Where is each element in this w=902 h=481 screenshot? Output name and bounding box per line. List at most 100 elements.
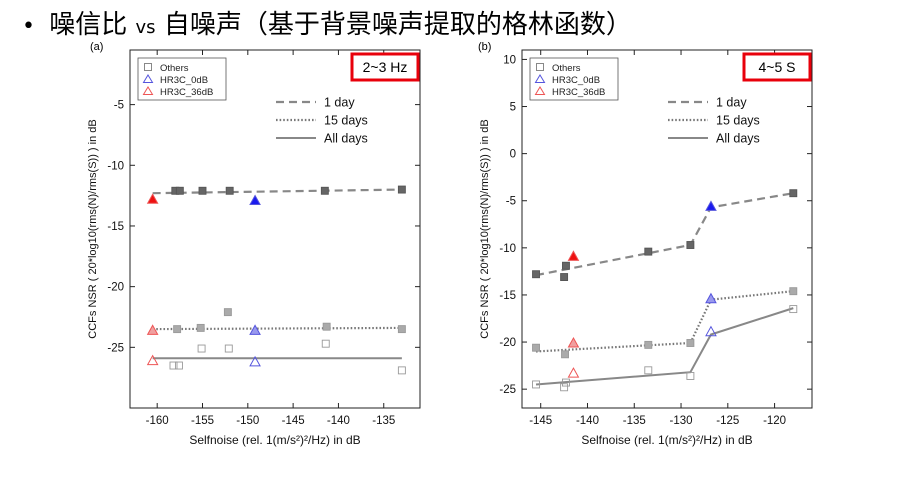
data-point-others bbox=[397, 325, 406, 334]
data-point-others bbox=[532, 380, 540, 389]
data-point-hr3c-0db bbox=[705, 292, 717, 304]
legend-marker-triangle bbox=[534, 74, 546, 83]
legend-line-label: 1 day bbox=[324, 96, 355, 110]
data-point-hr3c-0db bbox=[249, 194, 261, 205]
data-point-others bbox=[175, 186, 184, 195]
title-part2: vs bbox=[135, 17, 156, 38]
data-point-hr3c-36db bbox=[567, 367, 580, 378]
data-point-others bbox=[174, 361, 183, 370]
title-part1: 噪信比 bbox=[49, 10, 128, 40]
data-point-others bbox=[320, 186, 329, 195]
legend-marker-triangle bbox=[142, 74, 154, 83]
y-tick-label: -10 bbox=[107, 160, 124, 172]
marker-legend-box bbox=[137, 57, 227, 101]
data-point-hr3c-36db bbox=[146, 193, 159, 204]
legend-marker-label: HR3C_36dB bbox=[160, 87, 213, 98]
y-tick-label: -10 bbox=[499, 243, 516, 255]
data-point-others bbox=[644, 340, 653, 349]
legend-marker-label: HR3C_36dB bbox=[552, 87, 605, 98]
data-point-others bbox=[169, 361, 178, 370]
data-point-others bbox=[561, 350, 569, 359]
title-part3: 自噪声（基于背景噪声提取的格林函数） bbox=[163, 10, 632, 40]
data-point-others bbox=[789, 287, 798, 296]
fit-line-15-days bbox=[152, 326, 402, 331]
legend-line-label: All days bbox=[324, 132, 368, 146]
frequency-badge-label: 4~5 S bbox=[759, 59, 796, 75]
data-point-others bbox=[198, 186, 207, 195]
data-point-others bbox=[686, 241, 695, 249]
legend-marker-triangle bbox=[142, 86, 154, 95]
data-point-hr3c-0db bbox=[249, 355, 261, 367]
legend-marker-label: Others bbox=[552, 63, 581, 74]
legend-marker-label: HR3C_0dB bbox=[160, 75, 208, 86]
legend-marker-label: Others bbox=[160, 63, 189, 74]
data-point-others bbox=[223, 308, 232, 317]
chart-panel-1: (b) -145 -140 -135 -130 -125 -120 10 5 0 -5 -10 -15 -… bbox=[478, 41, 813, 447]
y-tick-label: 5 bbox=[510, 102, 516, 114]
x-tick-label: -155 bbox=[191, 415, 214, 427]
data-point-others bbox=[224, 344, 233, 353]
legend-marker-label: HR3C_0dB bbox=[552, 75, 600, 86]
data-point-others bbox=[562, 261, 570, 270]
legend-marker-triangle bbox=[534, 86, 546, 95]
x-axis-label: Selfnoise (rel. 1(m/s²)²/Hz) in dB bbox=[581, 433, 752, 447]
fit-line-1-day bbox=[535, 192, 794, 277]
legend-line-label: 1 day bbox=[716, 96, 747, 110]
x-tick-label: -120 bbox=[763, 415, 786, 427]
x-tick-label: -140 bbox=[327, 415, 350, 427]
x-tick-label: -135 bbox=[623, 415, 646, 427]
y-tick-label: 10 bbox=[503, 54, 516, 66]
x-tick-label: -130 bbox=[670, 415, 693, 427]
fit-line-1-day bbox=[152, 188, 402, 195]
x-axis-label: Selfnoise (rel. 1(m/s²)²/Hz) in dB bbox=[189, 433, 360, 447]
plot-frame bbox=[129, 49, 421, 409]
data-point-others bbox=[397, 366, 406, 375]
data-point-others bbox=[644, 366, 653, 375]
slide-title: • 噪信比 vs 自噪声（基于背景噪声提取的格林函数） bbox=[22, 4, 632, 41]
data-point-hr3c-36db bbox=[567, 250, 580, 261]
data-point-others bbox=[560, 383, 569, 392]
fit-line-all-days bbox=[535, 307, 794, 386]
data-point-others bbox=[686, 372, 695, 380]
panel-label: (b) bbox=[478, 41, 491, 53]
data-point-hr3c-0db bbox=[705, 325, 717, 337]
legend-marker-square bbox=[536, 63, 544, 71]
data-point-others bbox=[644, 247, 653, 256]
x-tick-label: -135 bbox=[372, 415, 395, 427]
data-point-hr3c-36db bbox=[146, 354, 159, 366]
y-axis-label: CCFs NSR ( 20*log10(rms(N)/rms(S)) ) in … bbox=[479, 119, 491, 338]
frequency-badge-label: 2~3 Hz bbox=[363, 59, 408, 75]
data-point-others bbox=[397, 185, 406, 194]
frequency-badge bbox=[742, 52, 812, 82]
x-tick-label: -125 bbox=[716, 415, 739, 427]
x-tick-label: -160 bbox=[146, 415, 169, 427]
legend-marker-square bbox=[144, 63, 152, 71]
legend-line-label: All days bbox=[716, 132, 760, 146]
data-point-others bbox=[532, 343, 540, 352]
frequency-badge bbox=[350, 52, 420, 82]
data-point-hr3c-36db bbox=[146, 324, 159, 335]
data-point-hr3c-0db bbox=[249, 324, 261, 335]
chart-panel-0: (a) -160 -155 -150 -145 -140 -135 -5 -10 -15 -20 -2… bbox=[87, 41, 421, 447]
title-bullet: • bbox=[22, 14, 35, 39]
data-point-others bbox=[789, 305, 798, 314]
data-point-others bbox=[532, 270, 540, 279]
data-point-others bbox=[686, 339, 695, 347]
data-point-others bbox=[560, 273, 569, 281]
data-point-hr3c-36db bbox=[567, 336, 580, 348]
y-tick-label: 0 bbox=[510, 149, 516, 161]
x-tick-label: -150 bbox=[236, 415, 259, 427]
data-point-others bbox=[197, 344, 206, 353]
data-point-others bbox=[322, 322, 331, 331]
y-tick-label: -25 bbox=[107, 342, 124, 354]
legend-line-label: 15 days bbox=[716, 114, 760, 128]
x-tick-label: -140 bbox=[576, 415, 599, 427]
y-tick-label: -20 bbox=[107, 282, 124, 294]
legend-line-label: 15 days bbox=[324, 114, 368, 128]
y-tick-label: -20 bbox=[499, 337, 516, 349]
y-tick-label: -15 bbox=[499, 290, 516, 302]
data-point-others bbox=[789, 189, 798, 198]
y-tick-label: -25 bbox=[499, 384, 516, 396]
panel-label: (a) bbox=[90, 41, 103, 53]
